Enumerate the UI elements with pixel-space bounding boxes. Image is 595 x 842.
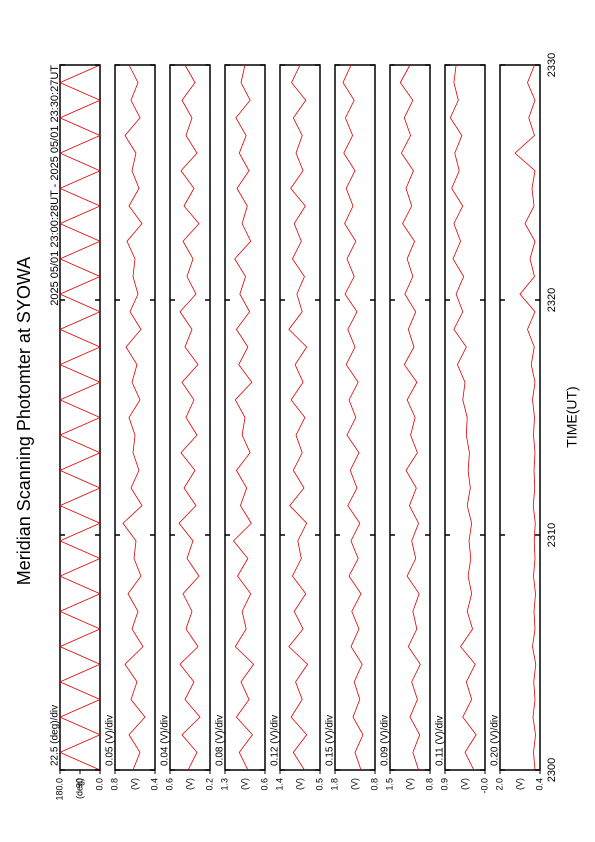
panel-frame — [59, 64, 101, 771]
panel-frame — [334, 64, 376, 771]
scale-label: 0.12 (V)/div — [270, 715, 281, 766]
x-axis-label: TIME(UT) — [564, 386, 580, 447]
y-axis-label: (V) — [514, 778, 524, 790]
signal-line — [342, 64, 364, 771]
signal-line — [233, 64, 255, 771]
y-tick-label: 1.5 — [384, 778, 394, 791]
signal-line — [122, 64, 146, 771]
scale-label: 0.20 (V)/div — [490, 715, 501, 766]
panel-frame — [169, 64, 211, 771]
y-tick-label: 1.4 — [274, 778, 284, 791]
y-tick-label: 0.9 — [439, 778, 449, 791]
y-axis-label: (V) — [129, 778, 139, 790]
signal-line — [59, 64, 101, 771]
panel-frame — [499, 64, 541, 771]
y-tick-label: 0.2 — [204, 778, 214, 791]
scale-label: 0.09 (V)/div — [380, 715, 391, 766]
x-tick-label: 2320 — [546, 288, 558, 312]
scale-label: 0.15 (V)/div — [325, 715, 336, 766]
panel-frame — [444, 64, 486, 771]
y-tick-label: 0.4 — [534, 778, 544, 791]
x-tick-label: 2310 — [546, 523, 558, 547]
y-tick-label: 180.0 — [54, 778, 64, 801]
y-tick-label: 0.8 — [109, 778, 119, 791]
signal-line — [449, 64, 477, 771]
y-axis-label: (V) — [349, 778, 359, 790]
y-axis-label: (V) — [294, 778, 304, 790]
chart-subtitle: 2025 05/01 23:00:28UT - 2025 05/01 23:30… — [49, 65, 61, 306]
y-tick-label: 0.6 — [164, 778, 174, 791]
x-tick-label: 2330 — [546, 53, 558, 77]
y-axis-label: (V) — [239, 778, 249, 790]
y-axis-label: (V) — [459, 778, 469, 790]
y-tick-label: 90 — [74, 778, 84, 788]
y-tick-label: 0.5 — [314, 778, 324, 791]
y-axis-label: (V) — [404, 778, 414, 790]
y-tick-label: 0.8 — [424, 778, 434, 791]
scale-label: 0.04 (V)/div — [160, 715, 171, 766]
chart-title: Meridian Scanning Photomter at SYOWA — [14, 257, 34, 585]
signal-line — [399, 64, 421, 771]
y-tick-label: 0.6 — [259, 778, 269, 791]
scale-label: 22.5 (deg)/div — [50, 705, 61, 766]
rotated-plot: Meridian Scanning Photomter at SYOWA 202… — [14, 53, 580, 801]
y-tick-label: 0.8 — [369, 778, 379, 791]
y-tick-label: -0.0 — [479, 778, 489, 794]
x-tick-label: 2300 — [546, 758, 558, 782]
panel-frame — [389, 64, 431, 771]
scale-label: 0.05 (V)/div — [105, 715, 116, 766]
scale-label: 0.08 (V)/div — [215, 715, 226, 766]
scale-label: 0.11 (V)/div — [435, 716, 446, 766]
signal-line — [178, 64, 201, 771]
y-axis-label: (deg) — [74, 778, 84, 799]
y-tick-label: 0.0 — [94, 778, 104, 791]
y-axis-label: (V) — [184, 778, 194, 790]
y-tick-label: 2.0 — [494, 778, 504, 791]
y-tick-label: 0.4 — [149, 778, 159, 791]
panel-frame — [114, 64, 156, 771]
signal-line — [288, 64, 309, 771]
y-tick-label: 1.8 — [329, 778, 339, 791]
signal-line — [514, 64, 537, 771]
panel-frame — [279, 64, 321, 771]
y-tick-label: 1.3 — [219, 778, 229, 791]
